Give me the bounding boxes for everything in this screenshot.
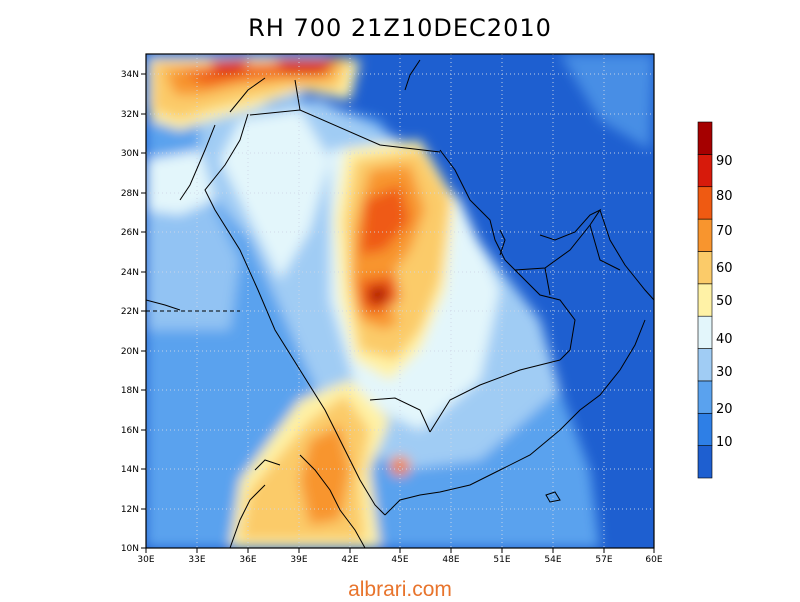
lat-tick-label: 30N: [121, 149, 139, 159]
colorbar-label: 70: [716, 224, 733, 239]
lat-tick-label: 10N: [121, 544, 139, 554]
lat-tick-label: 16N: [121, 426, 139, 436]
colorbar-segment: [697, 445, 713, 479]
lat-tick-label: 32N: [121, 110, 139, 120]
lon-tick-label: 45E: [391, 555, 408, 565]
lat-tick-label: 14N: [121, 465, 139, 475]
lon-tick-label: 51E: [493, 555, 510, 565]
lon-tick-label: 33E: [188, 555, 205, 565]
lon-tick-label: 42E: [341, 555, 358, 565]
colorbar-label: 10: [716, 435, 733, 450]
colorbar: [697, 121, 713, 479]
colorbar-label: 50: [716, 294, 733, 309]
lon-tick-label: 30E: [137, 555, 154, 565]
lat-tick-label: 34N: [121, 70, 139, 80]
colorbar-segment: [697, 412, 713, 446]
colorbar-label: 80: [716, 189, 733, 204]
colorbar-label: 90: [716, 154, 733, 169]
lat-tick-label: 12N: [121, 505, 139, 515]
colorbar-segment: [697, 283, 713, 317]
colorbar-segment: [697, 121, 713, 155]
lat-tick-label: 18N: [121, 386, 139, 396]
colorbar-label: 60: [716, 261, 733, 276]
lat-tick-label: 24N: [121, 268, 139, 278]
colorbar-segment: [697, 251, 713, 285]
lon-tick-label: 57E: [595, 555, 612, 565]
page-title: RH 700 21Z10DEC2010: [248, 14, 552, 42]
colorbar-label: 30: [716, 365, 733, 380]
lat-tick-label: 22N: [121, 307, 139, 317]
colorbar-segment: [697, 218, 713, 252]
colorbar-label: 40: [716, 332, 733, 347]
lat-tick-label: 28N: [121, 189, 139, 199]
borders: [146, 77, 621, 433]
colorbar-segment: [697, 154, 713, 188]
humidity-field: [146, 54, 654, 548]
lon-tick-label: 36E: [239, 555, 256, 565]
x-ticks: [145, 548, 655, 553]
colorbar-segment: [697, 380, 713, 414]
lon-tick-label: 54E: [544, 555, 561, 565]
coastlines: [146, 59, 654, 548]
lon-tick-label: 60E: [645, 555, 662, 565]
lat-tick-label: 26N: [121, 228, 139, 238]
colorbar-segment: [697, 186, 713, 220]
watermark: albrari.com: [348, 578, 452, 601]
lon-tick-label: 48E: [442, 555, 459, 565]
lat-tick-label: 20N: [121, 347, 139, 357]
lon-tick-label: 39E: [290, 555, 307, 565]
colorbar-labels: 10 20 30 40 50 60 70 80 90: [716, 154, 733, 450]
y-ticks: [141, 73, 146, 549]
colorbar-segment: [697, 348, 713, 382]
colorbar-label: 20: [716, 402, 733, 417]
colorbar-segment: [697, 315, 713, 349]
